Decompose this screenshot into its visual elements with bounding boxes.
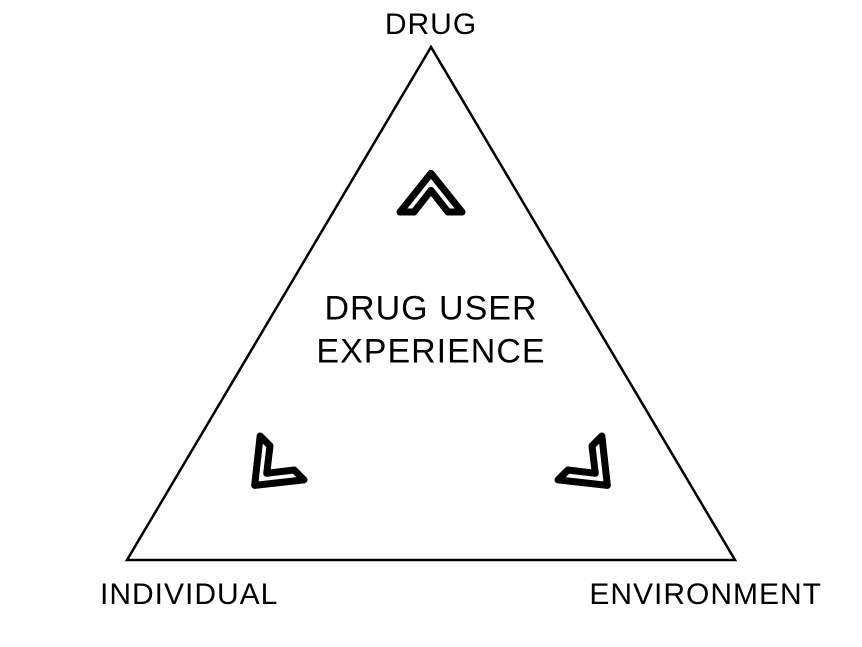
center-label: DRUG USER EXPERIENCE <box>316 288 545 373</box>
vertex-label-top: DRUG <box>385 8 477 42</box>
diagram-stage: DRUG INDIVIDUAL ENVIRONMENT DRUG USER EX… <box>0 0 862 647</box>
arrow-top-icon <box>400 173 462 212</box>
vertex-label-bottom-right: ENVIRONMENT <box>589 578 822 612</box>
center-label-line2: EXPERIENCE <box>316 330 545 373</box>
arrow-left-icon <box>233 436 304 507</box>
center-label-line1: DRUG USER <box>316 288 545 331</box>
arrow-right-icon <box>558 436 629 507</box>
vertex-label-bottom-left: INDIVIDUAL <box>100 578 278 612</box>
